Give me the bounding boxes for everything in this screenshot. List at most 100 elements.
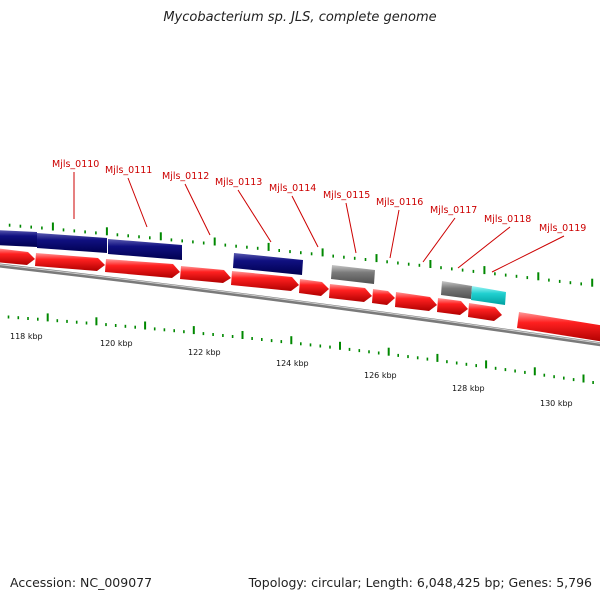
minor-tick: [116, 233, 119, 237]
minor-tick: [278, 249, 280, 252]
genome-backbone-highlight: [0, 264, 600, 344]
minor-tick: [329, 345, 331, 349]
gene-label-mjls-0119[interactable]: Mjls_0119: [539, 223, 586, 234]
gene-label-mjls-0117[interactable]: Mjls_0117: [430, 205, 477, 216]
gene-forward[interactable]: [299, 279, 329, 296]
minor-tick: [397, 261, 399, 265]
major-tick: [483, 266, 486, 275]
gene-reverse[interactable]: [233, 253, 303, 275]
minor-tick: [407, 355, 409, 359]
gene-label-mjls-0114[interactable]: Mjls_0114: [269, 183, 316, 194]
scale-ticks: [7, 313, 594, 384]
gene-forward[interactable]: [372, 289, 395, 305]
minor-tick: [173, 329, 175, 333]
minor-tick: [8, 223, 11, 227]
minor-tick: [343, 255, 345, 259]
scale-label: 120 kbp: [100, 339, 133, 348]
scale-label: 128 kbp: [452, 384, 485, 393]
gene-label-mjls-0115[interactable]: Mjls_0115: [323, 190, 370, 201]
gene-label-mjls-0116[interactable]: Mjls_0116: [376, 197, 423, 208]
gene-reverse[interactable]: [0, 230, 37, 247]
minor-tick: [332, 254, 334, 258]
major-tick: [159, 232, 162, 241]
major-tick: [429, 260, 432, 268]
gene-forward[interactable]: [329, 284, 372, 302]
gene-label-mjls-0113[interactable]: Mjls_0113: [215, 177, 262, 188]
minor-tick: [224, 243, 227, 247]
minor-tick: [170, 238, 173, 242]
minor-tick: [251, 337, 253, 340]
minor-tick: [407, 262, 410, 266]
gene-labels: Mjls_0110 Mjls_0111 Mjls_0112 Mjls_0113 …: [52, 159, 586, 234]
minor-tick: [30, 225, 32, 229]
gene-forward[interactable]: [395, 292, 437, 311]
minor-tick: [56, 319, 59, 323]
gene-label-mjls-0118[interactable]: Mjls_0118: [484, 214, 531, 225]
minor-tick: [153, 327, 156, 331]
major-tick: [105, 227, 108, 236]
minor-tick: [494, 272, 496, 276]
minor-tick: [563, 376, 565, 380]
gene-reverse[interactable]: [108, 239, 182, 260]
minor-tick: [440, 266, 442, 270]
gene-forward[interactable]: [468, 303, 502, 321]
minor-tick: [222, 334, 224, 337]
gene-forward[interactable]: [35, 253, 105, 271]
gene-reverse[interactable]: [37, 233, 107, 253]
minor-tick: [261, 338, 263, 341]
minor-tick: [127, 234, 129, 238]
minor-tick: [149, 236, 151, 240]
minor-tick: [515, 274, 518, 278]
minor-tick: [17, 316, 20, 320]
minor-tick: [504, 368, 507, 372]
gene-label-mjls-0112[interactable]: Mjls_0112: [162, 171, 209, 182]
minor-tick: [256, 246, 259, 250]
minor-tick: [494, 366, 497, 370]
minor-tick: [84, 230, 86, 234]
genome-title: Mycobacterium sp. JLS, complete genome: [163, 10, 437, 25]
gene-forward[interactable]: [231, 271, 299, 291]
minor-tick: [364, 258, 367, 261]
minor-tick: [37, 317, 39, 321]
minor-tick: [543, 373, 546, 377]
major-tick: [144, 321, 147, 330]
minor-tick: [353, 256, 356, 260]
gene-forward[interactable]: [0, 248, 35, 265]
minor-tick: [183, 330, 185, 334]
major-tick: [436, 353, 439, 362]
minor-tick: [192, 240, 194, 244]
minor-tick: [310, 252, 313, 256]
minor-tick: [202, 332, 205, 336]
minor-tick: [569, 281, 572, 285]
minor-tick: [181, 239, 183, 243]
feature-cyan[interactable]: [471, 286, 506, 305]
minor-tick: [418, 263, 421, 267]
gc-content-marks: [8, 222, 594, 287]
gene-forward[interactable]: [437, 298, 468, 315]
minor-tick: [134, 325, 136, 329]
gene-label-mjls-0110[interactable]: Mjls_0110: [52, 159, 99, 170]
gene-forward[interactable]: [517, 312, 600, 342]
minor-tick: [75, 320, 78, 324]
gene-forward[interactable]: [105, 259, 180, 278]
minor-tick: [300, 342, 302, 346]
gene-label-mjls-0111[interactable]: Mjls_0111: [105, 165, 152, 176]
minor-tick: [66, 319, 68, 323]
minor-tick: [235, 244, 237, 248]
major-tick: [51, 222, 54, 231]
minor-tick: [270, 339, 273, 343]
minor-tick: [246, 245, 248, 249]
major-tick: [533, 367, 536, 376]
minor-tick: [95, 231, 97, 235]
major-tick: [241, 331, 244, 339]
feature-grey[interactable]: [441, 281, 472, 299]
minor-tick: [580, 282, 582, 286]
minor-tick: [105, 323, 107, 327]
gene-forward[interactable]: [180, 266, 231, 283]
minor-tick: [368, 350, 370, 354]
feature-grey[interactable]: [331, 265, 375, 284]
minor-tick: [138, 235, 140, 239]
minor-tick: [572, 378, 575, 382]
major-tick: [582, 374, 585, 383]
scale-label: 130 kbp: [540, 399, 573, 408]
